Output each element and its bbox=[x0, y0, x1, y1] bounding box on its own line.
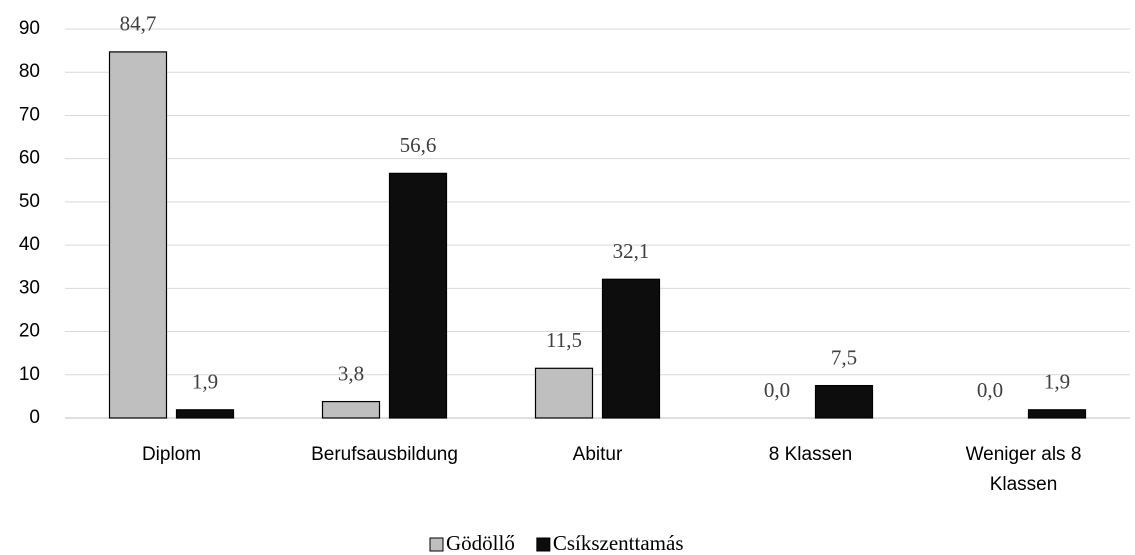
bar bbox=[321, 400, 381, 419]
bar bbox=[1027, 409, 1087, 419]
y-tick-label: 0 bbox=[29, 407, 40, 428]
y-tick-label: 10 bbox=[19, 364, 40, 385]
value-label: 11,5 bbox=[546, 328, 582, 352]
y-tick-label: 30 bbox=[19, 277, 40, 298]
value-label: 3,8 bbox=[338, 361, 364, 385]
y-tick-label: 80 bbox=[19, 61, 40, 82]
value-label: 32,1 bbox=[613, 239, 650, 263]
bar bbox=[534, 367, 594, 419]
bar bbox=[601, 278, 661, 419]
bar bbox=[175, 409, 235, 419]
x-tick-label: Berufsausbildung bbox=[311, 444, 458, 465]
y-tick-label: 60 bbox=[19, 148, 40, 169]
y-tick-label: 50 bbox=[19, 191, 40, 212]
value-label: 7,5 bbox=[831, 345, 857, 369]
y-tick-label: 40 bbox=[19, 234, 40, 255]
value-label: 84,7 bbox=[120, 12, 157, 36]
y-tick-label: 20 bbox=[19, 321, 40, 342]
value-label: 0,0 bbox=[764, 378, 790, 402]
value-label: 56,6 bbox=[400, 133, 437, 157]
y-tick-label: 90 bbox=[19, 18, 40, 39]
x-tick-label: 8 Klassen bbox=[768, 444, 853, 465]
value-label: 1,9 bbox=[1044, 370, 1070, 394]
value-label: 1,9 bbox=[192, 370, 218, 394]
legend-label: Csíkszenttamás bbox=[553, 531, 684, 555]
y-tick-label: 70 bbox=[19, 104, 40, 125]
x-tick-label: Weniger als 8 Klassen bbox=[965, 444, 1082, 495]
legend-label: Gödöllő bbox=[446, 531, 515, 555]
x-tick-label: Diplom bbox=[141, 444, 202, 465]
bar bbox=[108, 51, 168, 419]
legend-swatch bbox=[429, 537, 444, 552]
x-tick-label: Abitur bbox=[572, 444, 623, 465]
legend-swatch bbox=[536, 537, 551, 552]
value-label: 0,0 bbox=[977, 378, 1003, 402]
bar bbox=[388, 172, 448, 419]
bar bbox=[814, 384, 874, 419]
